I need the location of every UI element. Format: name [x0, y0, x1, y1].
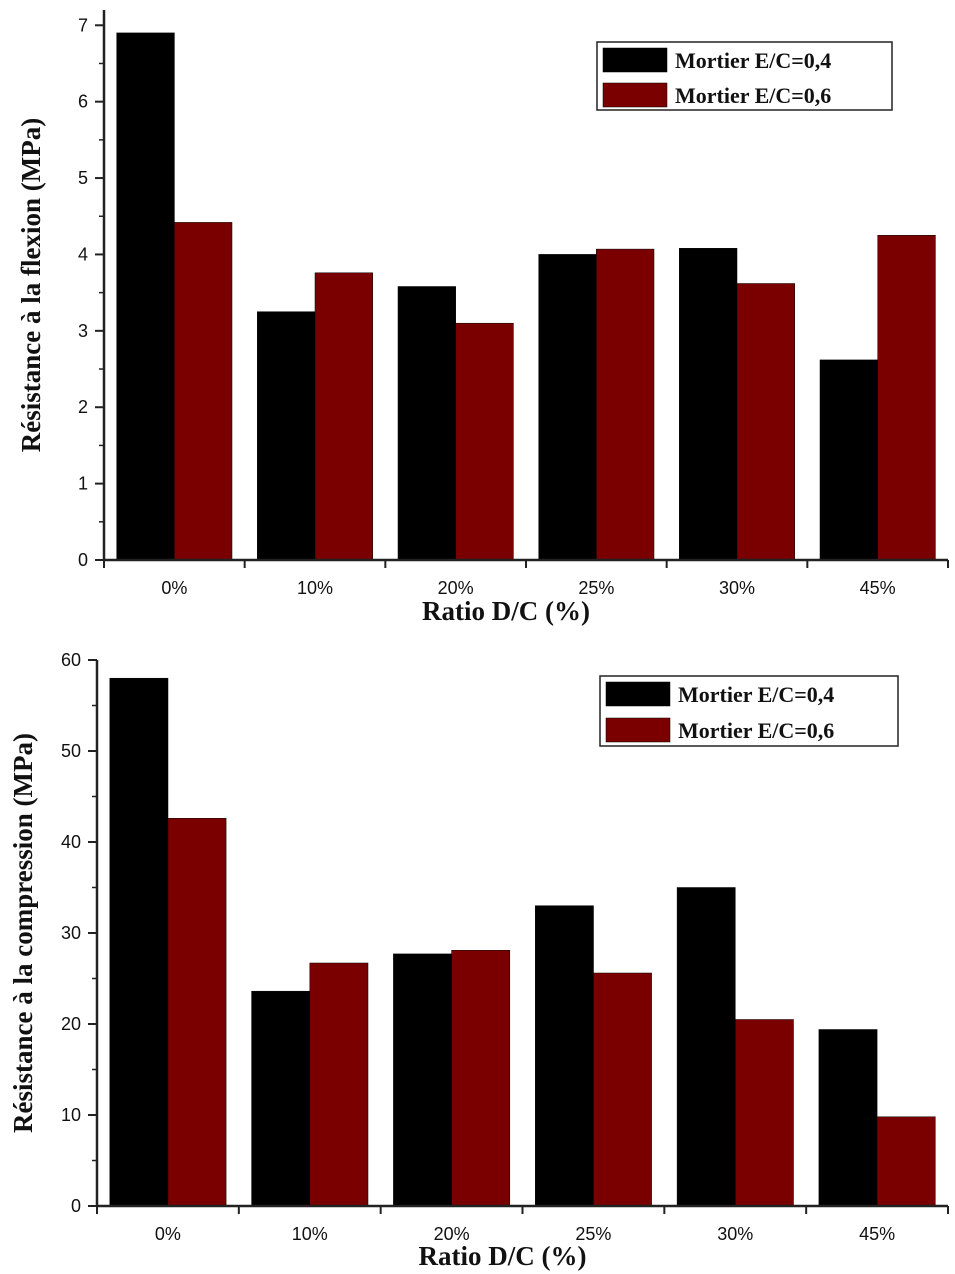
- y-tick-label: 0: [78, 550, 88, 570]
- bar-mortier-e-c-0-4-0pct: [109, 677, 169, 1207]
- bar-mortier-e-c-0-6-20pct: [451, 950, 511, 1207]
- y-tick-label: 5: [78, 168, 88, 188]
- bar-mortier-e-c-0-4-10pct: [251, 990, 311, 1207]
- legend-label: Mortier E/C=0,4: [678, 682, 834, 707]
- x-tick-label: 0%: [155, 1224, 181, 1244]
- y-axis-title: Résistance à la compression (MPa): [8, 733, 38, 1133]
- y-tick-label: 20: [61, 1014, 81, 1034]
- y-tick-label: 50: [61, 741, 81, 761]
- x-tick-label: 20%: [438, 578, 474, 598]
- y-tick-label: 6: [78, 92, 88, 112]
- bar-mortier-e-c-0-6-0pct: [167, 818, 227, 1207]
- legend: Mortier E/C=0,4 Mortier E/C=0,6: [596, 41, 893, 111]
- y-tick-label: 1: [78, 474, 88, 494]
- chart-1: 0 1 2 3 4 5 6 7 0% 10% 20% 25% 30% 45% Ratio D/C (%) Ré…: [16, 10, 949, 626]
- y-tick-label: 3: [78, 321, 88, 341]
- bar-mortier-e-c-0-6-45pct: [877, 235, 936, 561]
- bar-mortier-e-c-0-4-0pct: [116, 32, 175, 561]
- y-axis-title: Résistance à la flexion (MPa): [16, 118, 46, 452]
- x-tick-label: 0%: [161, 578, 187, 598]
- x-tick-label: 30%: [717, 1224, 753, 1244]
- x-tick-label: 25%: [578, 578, 614, 598]
- bar-mortier-e-c-0-6-30pct: [736, 283, 795, 561]
- legend-swatch: [602, 47, 668, 73]
- legend-swatch: [605, 681, 671, 707]
- bar-mortier-e-c-0-6-0pct: [174, 222, 233, 561]
- y-tick-label: 4: [78, 244, 88, 264]
- bar-mortier-e-c-0-6-10pct: [309, 962, 369, 1207]
- legend-label: Mortier E/C=0,4: [675, 48, 831, 73]
- x-axis-title: Ratio D/C (%): [422, 596, 590, 626]
- y-tick-label: 2: [78, 397, 88, 417]
- legend: Mortier E/C=0,4 Mortier E/C=0,6: [599, 675, 899, 747]
- y-tick-label: 0: [71, 1196, 81, 1216]
- x-tick-label: 10%: [292, 1224, 328, 1244]
- bar-mortier-e-c-0-4-25pct: [538, 254, 597, 561]
- x-tick-label: 10%: [297, 578, 333, 598]
- x-tick-label: 45%: [859, 1224, 895, 1244]
- bar-mortier-e-c-0-4-30pct: [679, 248, 738, 561]
- legend-label: Mortier E/C=0,6: [675, 83, 831, 108]
- bar-mortier-e-c-0-4-20pct: [397, 286, 456, 561]
- bar-mortier-e-c-0-4-20pct: [393, 953, 452, 1207]
- y-tick-label: 60: [61, 650, 81, 670]
- x-tick-label: 25%: [575, 1224, 611, 1244]
- bar-mortier-e-c-0-6-25pct: [596, 248, 655, 561]
- x-axis-title: Ratio D/C (%): [419, 1241, 587, 1271]
- y-tick-label: 30: [61, 923, 81, 943]
- chart-2: 0 10 20 30 40 50 60 0% 10% 20% 25% 30% 45% Ratio D/C …: [8, 650, 949, 1271]
- bar-mortier-e-c-0-6-30pct: [735, 1019, 794, 1207]
- bar-mortier-e-c-0-4-30pct: [676, 887, 736, 1207]
- bar-mortier-e-c-0-6-20pct: [455, 322, 514, 561]
- bar-mortier-e-c-0-4-25pct: [535, 905, 594, 1207]
- x-tick-label: 20%: [434, 1224, 470, 1244]
- bar-mortier-e-c-0-4-45pct: [818, 1029, 878, 1207]
- bar-mortier-e-c-0-4-10pct: [257, 311, 316, 561]
- bar-mortier-e-c-0-6-10pct: [314, 272, 373, 561]
- legend-swatch: [602, 82, 668, 108]
- x-tick-label: 30%: [719, 578, 755, 598]
- y-tick-label: 40: [61, 832, 81, 852]
- legend-swatch: [605, 717, 671, 743]
- y-tick-label: 10: [61, 1105, 81, 1125]
- bar-mortier-e-c-0-4-45pct: [819, 359, 878, 561]
- bar-mortier-e-c-0-6-45pct: [876, 1116, 936, 1207]
- y-tick-label: 7: [78, 15, 88, 35]
- x-tick-label: 45%: [860, 578, 896, 598]
- bar-mortier-e-c-0-6-25pct: [593, 972, 652, 1207]
- legend-label: Mortier E/C=0,6: [678, 718, 834, 743]
